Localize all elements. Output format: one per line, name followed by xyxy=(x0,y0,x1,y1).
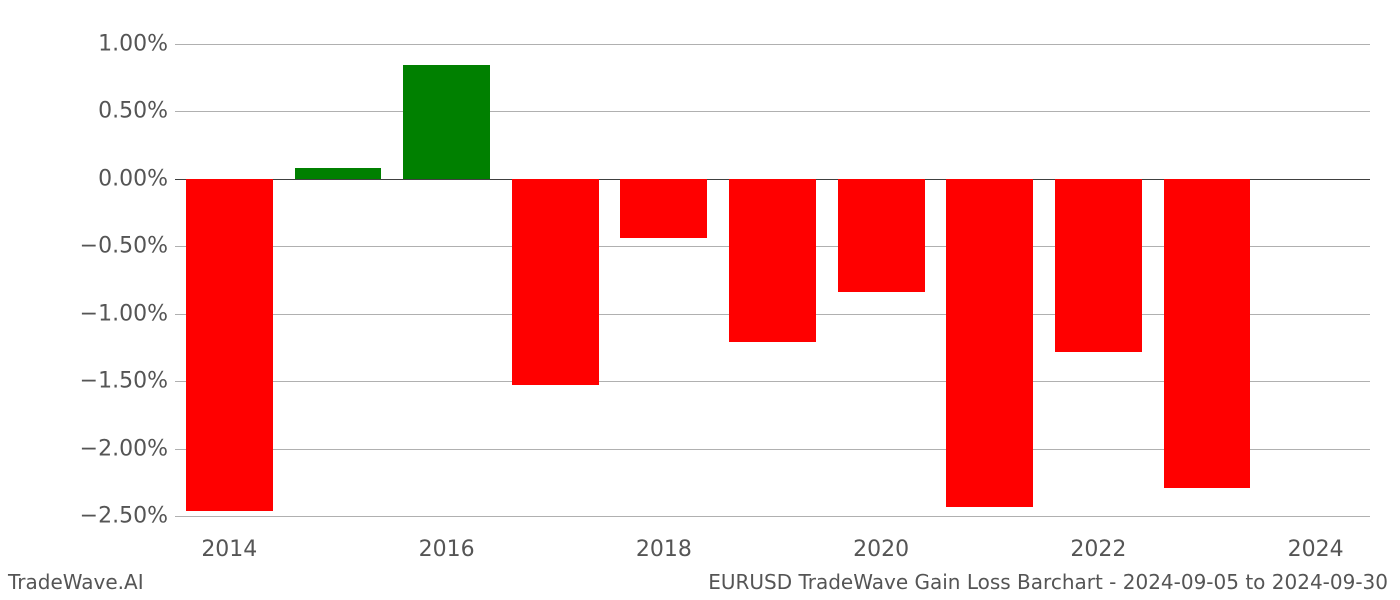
xtick-label: 2018 xyxy=(636,537,692,562)
ytick-label: −1.00% xyxy=(80,301,168,326)
footer-caption: EURUSD TradeWave Gain Loss Barchart - 20… xyxy=(708,570,1388,594)
gridline xyxy=(175,44,1370,45)
xtick-label: 2014 xyxy=(201,537,257,562)
ytick-label: 0.00% xyxy=(98,166,168,191)
bar-2017 xyxy=(512,179,599,386)
bar-2021 xyxy=(946,179,1033,507)
bar-2015 xyxy=(295,168,382,179)
bar-2020 xyxy=(838,179,925,293)
xtick-label: 2016 xyxy=(419,537,475,562)
xtick-label: 2024 xyxy=(1288,537,1344,562)
xtick-label: 2020 xyxy=(853,537,909,562)
gridline xyxy=(175,516,1370,517)
ytick-label: −0.50% xyxy=(80,234,168,259)
plot-area xyxy=(175,30,1370,530)
ytick-label: 1.00% xyxy=(98,31,168,56)
ytick-label: 0.50% xyxy=(98,99,168,124)
bar-2018 xyxy=(620,179,707,238)
footer-brand: TradeWave.AI xyxy=(8,570,144,594)
bar-2014 xyxy=(186,179,273,511)
ytick-label: −2.50% xyxy=(80,504,168,529)
ytick-label: −2.00% xyxy=(80,436,168,461)
xtick-label: 2022 xyxy=(1070,537,1126,562)
ytick-label: −1.50% xyxy=(80,369,168,394)
bar-2022 xyxy=(1055,179,1142,352)
bar-2016 xyxy=(403,65,490,179)
gain-loss-barchart: TradeWave.AI EURUSD TradeWave Gain Loss … xyxy=(0,0,1400,600)
gridline xyxy=(175,111,1370,112)
bar-2019 xyxy=(729,179,816,343)
bar-2023 xyxy=(1164,179,1251,488)
